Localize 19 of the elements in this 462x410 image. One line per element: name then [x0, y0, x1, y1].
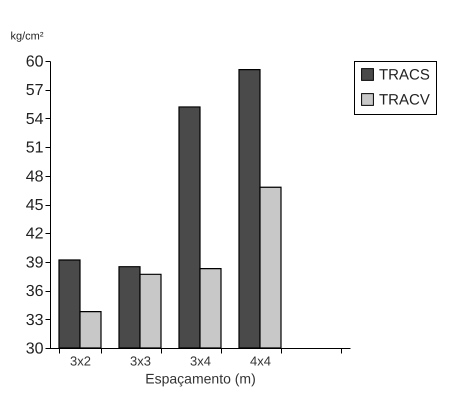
- y-tick-label: 45: [26, 197, 44, 214]
- y-tick-label: 30: [26, 340, 44, 358]
- y-tick-label: 60: [26, 54, 44, 70]
- y-tick-label: 48: [26, 168, 44, 186]
- y-tick-label: 36: [26, 283, 44, 300]
- legend-label: TRACV: [379, 92, 430, 108]
- x-tick-label: 3x3: [130, 354, 151, 368]
- x-tick-label: 4x4: [250, 354, 271, 368]
- y-tick-label: 57: [26, 82, 44, 100]
- x-tick-label: 3x2: [70, 354, 91, 368]
- y-tick-label: 51: [26, 140, 44, 157]
- x-axis-title: Espaçamento (m): [145, 370, 256, 386]
- x-tick-label: 3x4: [190, 354, 211, 368]
- y-tick-label: 42: [26, 226, 44, 243]
- y-tick-label: 39: [26, 254, 44, 272]
- y-tick-label: 54: [26, 110, 44, 128]
- y-tick-label: 33: [26, 312, 44, 329]
- y-axis-title: kg/cm²: [10, 30, 44, 42]
- legend-label: TRACS: [379, 66, 430, 84]
